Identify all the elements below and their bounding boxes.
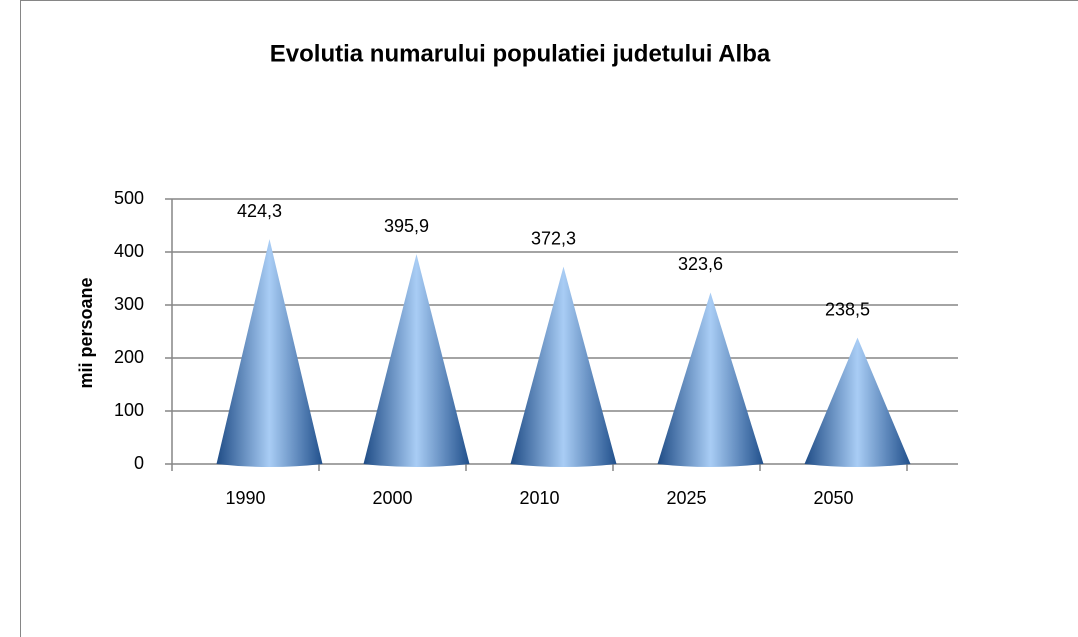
y-axis-label: mii persoane [76, 277, 96, 388]
cone [804, 337, 911, 467]
y-tick-label: 300 [114, 294, 144, 314]
chart-border [20, 0, 1078, 637]
data-label: 395,9 [384, 216, 429, 236]
y-tick-label: 0 [134, 453, 144, 473]
cone [216, 239, 323, 467]
y-tick-label: 100 [114, 400, 144, 420]
data-label: 424,3 [237, 201, 282, 221]
y-tick-label: 500 [114, 188, 144, 208]
y-tick-label: 200 [114, 347, 144, 367]
cone [657, 292, 764, 467]
x-tick-label: 2025 [666, 488, 706, 508]
data-label: 238,5 [825, 299, 870, 319]
data-label: 372,3 [531, 228, 576, 248]
cone [510, 266, 617, 467]
x-tick-label: 2050 [813, 488, 853, 508]
x-tick-label: 2010 [519, 488, 559, 508]
chart-title: Evolutia numarului populatiei judetului … [270, 40, 771, 67]
x-tick-label: 1990 [225, 488, 265, 508]
data-label: 323,6 [678, 254, 723, 274]
y-tick-label: 400 [114, 241, 144, 261]
cone [363, 254, 470, 467]
x-tick-label: 2000 [372, 488, 412, 508]
